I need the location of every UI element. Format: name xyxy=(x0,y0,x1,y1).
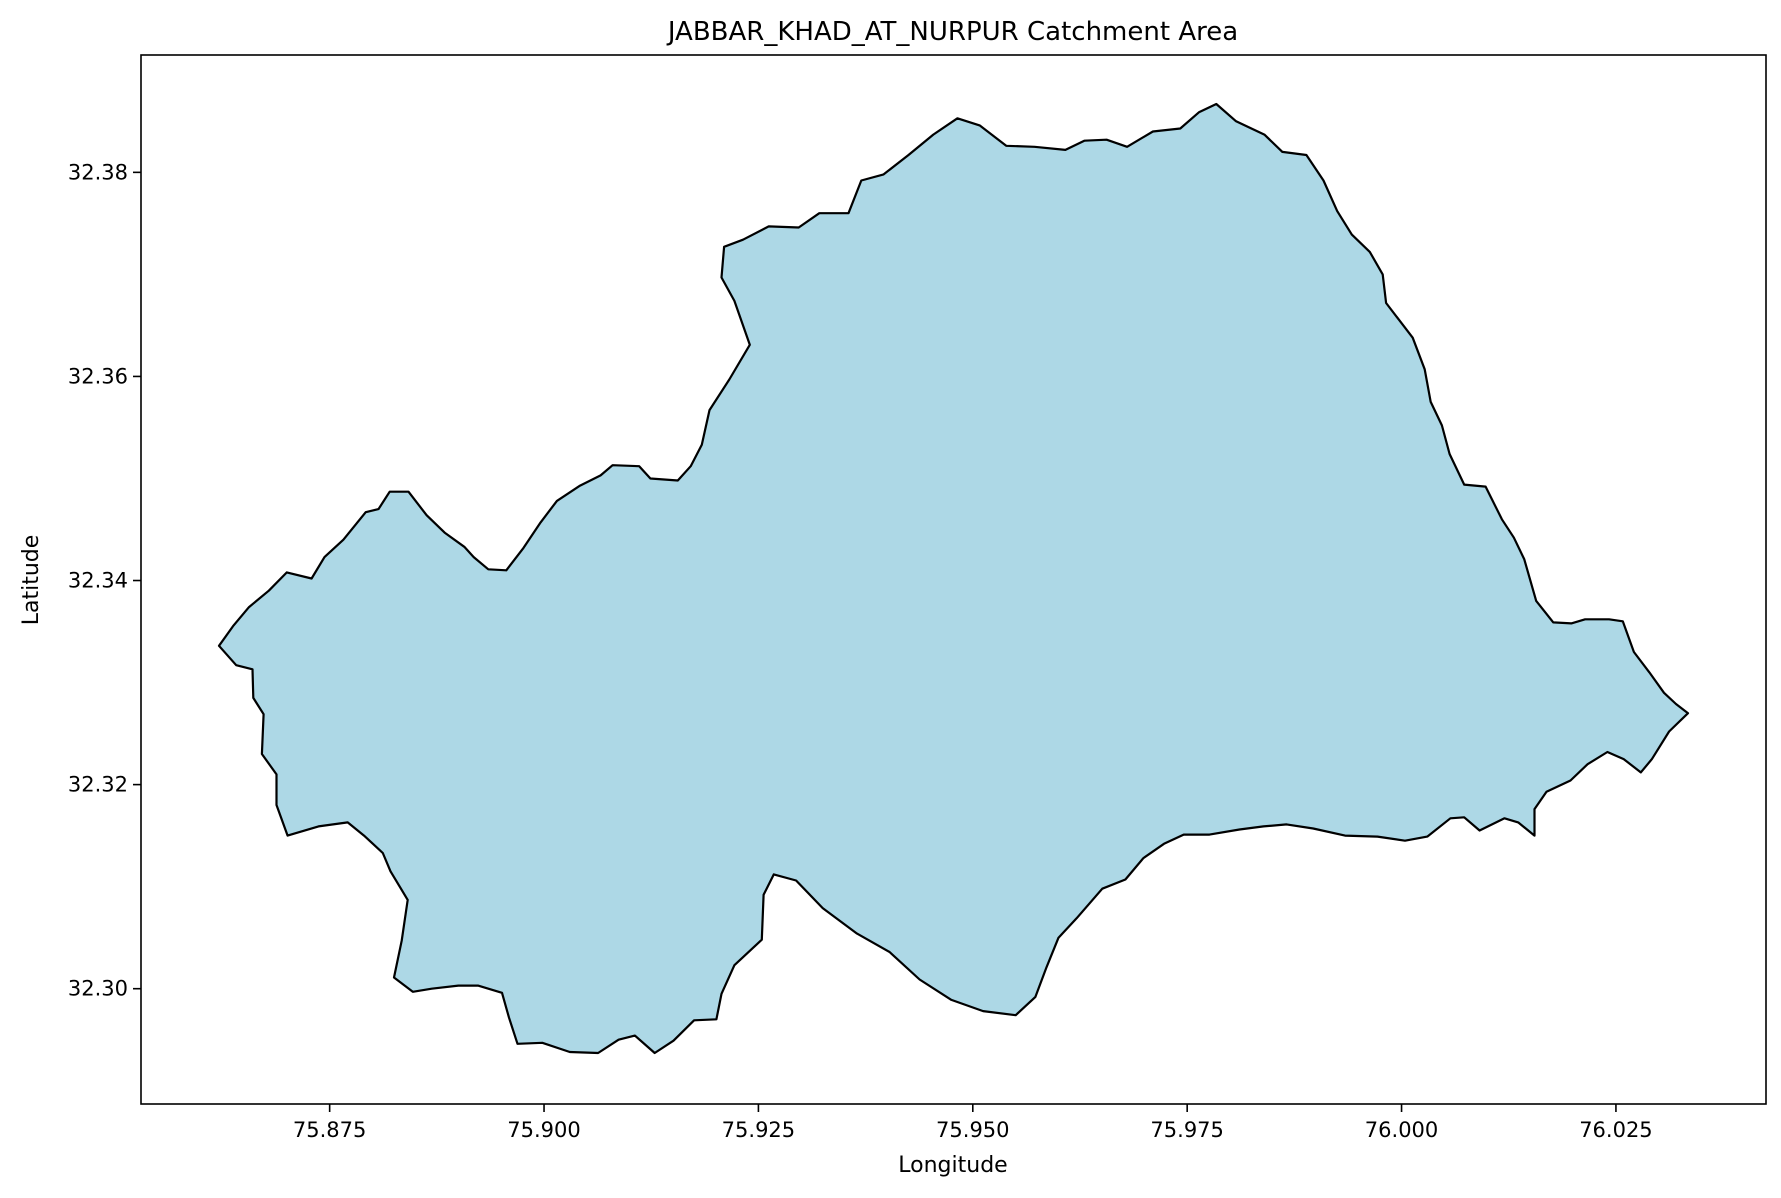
y-tick-label: 32.30 xyxy=(68,977,128,1001)
y-tick-label: 32.36 xyxy=(68,364,128,388)
x-tick-label: 75.950 xyxy=(936,1118,1009,1142)
plot-area xyxy=(217,102,1690,1055)
x-tick-label: 76.000 xyxy=(1365,1118,1438,1142)
y-tick-label: 32.38 xyxy=(68,160,128,184)
x-axis-label: Longitude xyxy=(898,1153,1007,1178)
chart-title: JABBAR_KHAD_AT_NURPUR Catchment Area xyxy=(666,17,1238,47)
x-tick-label: 75.875 xyxy=(293,1118,366,1142)
x-tick-label: 75.975 xyxy=(1150,1118,1223,1142)
x-tick-label: 75.900 xyxy=(507,1118,580,1142)
y-tick-label: 32.32 xyxy=(68,773,128,797)
y-axis-ticks: 32.30 32.32 32.34 32.36 32.38 xyxy=(68,160,141,1001)
catchment-polygon xyxy=(217,102,1690,1055)
y-axis-label: Latitude xyxy=(19,535,44,626)
axes-frame xyxy=(140,54,1767,1105)
x-tick-label: 75.925 xyxy=(722,1118,795,1142)
x-tick-label: 76.025 xyxy=(1579,1118,1652,1142)
y-tick-label: 32.34 xyxy=(68,569,128,593)
x-axis-ticks: 75.875 75.900 75.925 75.950 75.975 76.000 76.0… xyxy=(293,1104,1653,1142)
